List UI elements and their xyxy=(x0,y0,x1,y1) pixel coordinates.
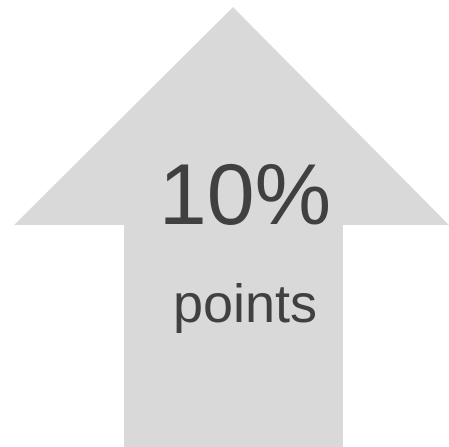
headline: 10% xyxy=(159,147,331,243)
subline: points xyxy=(173,274,317,334)
up-arrow xyxy=(14,7,449,447)
